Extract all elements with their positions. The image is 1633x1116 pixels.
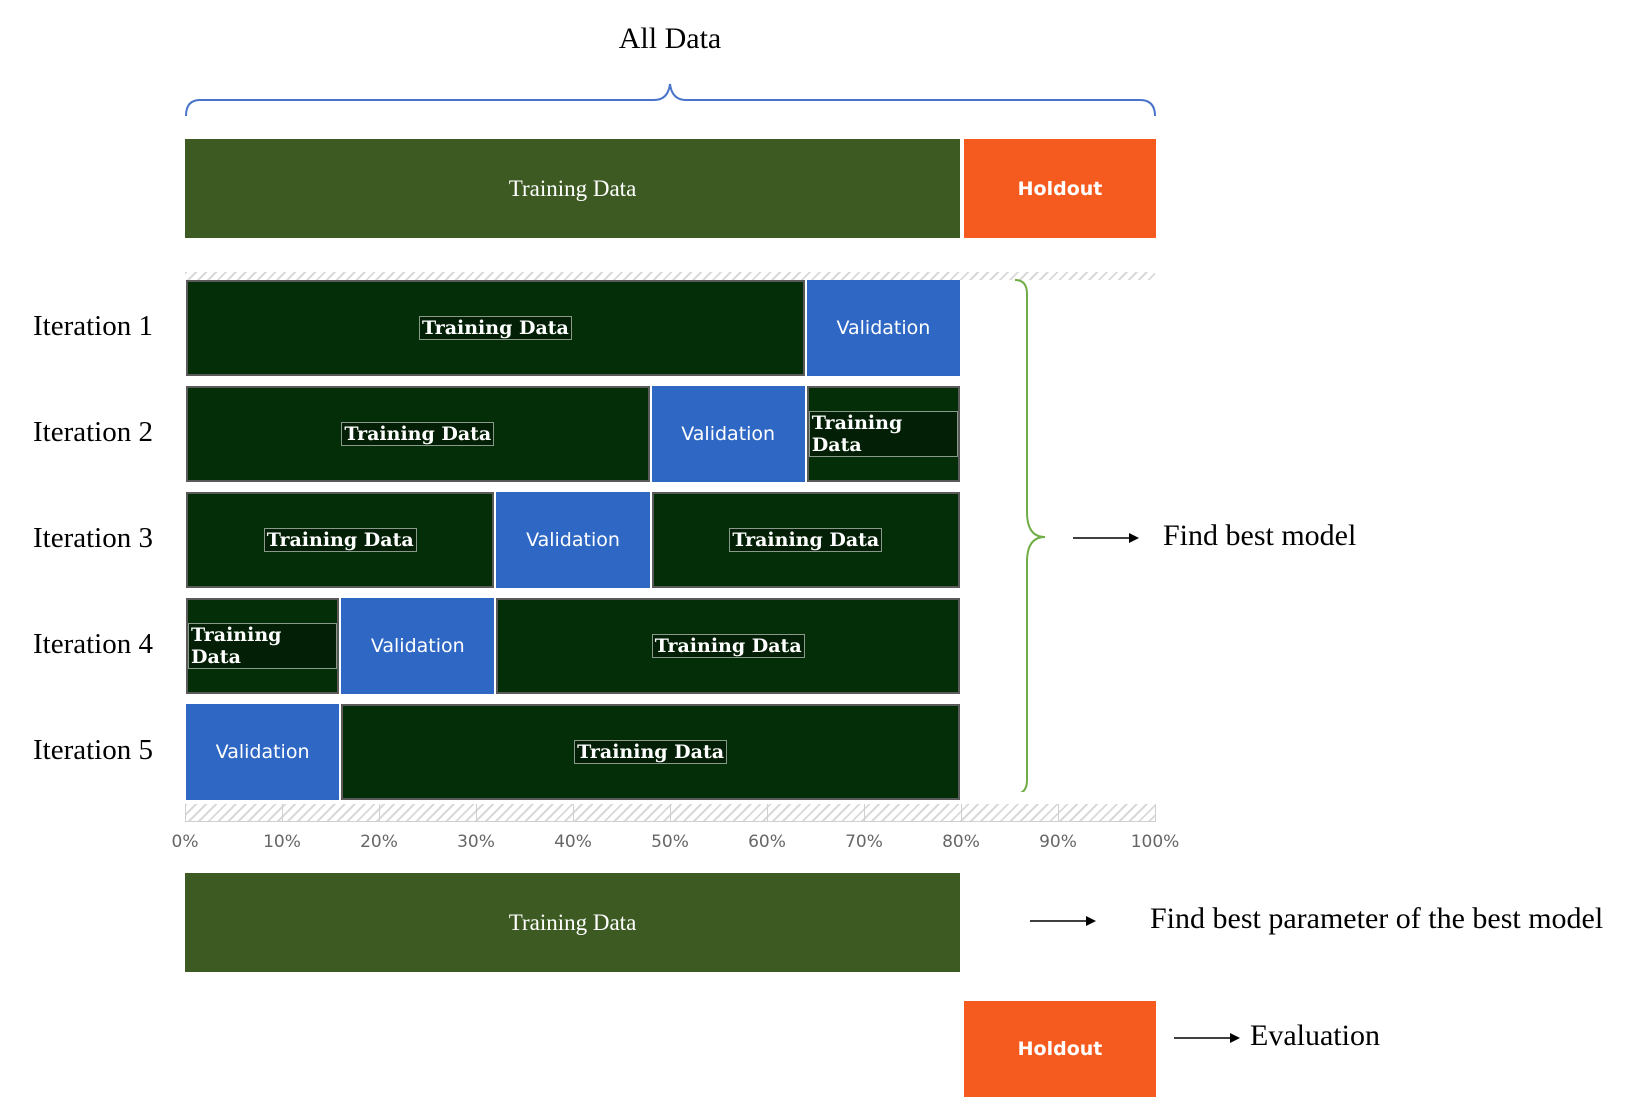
iteration-row: Validation Training Data	[185, 704, 1155, 800]
axis-tick-label: 70%	[845, 832, 883, 852]
top-training-label: Training Data	[508, 175, 637, 201]
iteration-row: Training Data Validation Training Data	[185, 598, 1155, 694]
find-best-model-text: Find best model	[1163, 519, 1357, 552]
iteration-row: Training Data Validation Training Data	[185, 492, 1155, 588]
training-label: Training Data	[341, 422, 495, 446]
axis-tick-mark	[185, 804, 186, 822]
iteration-row: Training Data Validation Training Data	[185, 386, 1155, 482]
validation-label: Validation	[370, 635, 465, 657]
axis-tick-mark	[1155, 804, 1156, 822]
axis-tick-label: 100%	[1130, 832, 1180, 852]
axis-tick-mark	[573, 804, 574, 822]
training-segment: Training Data	[186, 492, 495, 588]
top-holdout-bar: Holdout	[964, 139, 1156, 238]
validation-label: Validation	[526, 529, 620, 551]
top-holdout-label: Holdout	[1017, 177, 1103, 200]
validation-label: Validation	[215, 741, 310, 763]
iteration-label: Iteration 3	[33, 522, 153, 554]
arrow-find-best-model	[1073, 533, 1139, 543]
validation-segment: Validation	[496, 492, 650, 588]
training-segment: Training Data	[186, 280, 805, 376]
iteration-label: Iteration 4	[33, 628, 153, 660]
training-label: Training Data	[808, 411, 958, 457]
axis-tick-label: 80%	[942, 832, 980, 852]
training-label: Training Data	[651, 634, 805, 658]
training-label: Training Data	[729, 528, 883, 552]
iteration-label: Iteration 2	[33, 416, 153, 448]
axis-tick-mark	[1058, 804, 1059, 822]
bottom-holdout-bar: Holdout	[964, 1001, 1156, 1097]
find-best-param-text: Find best parameter of the best model	[1150, 902, 1604, 935]
training-label: Training Data	[263, 528, 417, 552]
training-segment: Training Data	[806, 386, 960, 482]
training-segment: Training Data	[341, 704, 960, 800]
iteration-row: Training Data Validation	[185, 280, 1155, 376]
iteration-label: Iteration 5	[33, 734, 153, 766]
axis-tick-mark	[767, 804, 768, 822]
axis-tick-mark	[670, 804, 671, 822]
axis-tick-mark	[961, 804, 962, 822]
iteration-label: Iteration 1	[33, 310, 153, 342]
evaluation-text: Evaluation	[1250, 1019, 1380, 1052]
iterations-brace	[1014, 279, 1046, 792]
validation-segment: Validation	[186, 704, 340, 800]
axis-tick-label: 10%	[263, 832, 301, 852]
validation-segment: Validation	[806, 280, 960, 376]
axis-tick-label: 40%	[554, 832, 592, 852]
axis-tick-label: 50%	[651, 832, 689, 852]
axis-tick-label: 60%	[748, 832, 786, 852]
validation-segment: Validation	[341, 598, 495, 694]
axis-tick-label: 90%	[1039, 832, 1077, 852]
bottom-holdout-label: Holdout	[1017, 1038, 1103, 1060]
axis-tick-label: 0%	[171, 832, 199, 852]
training-segment: Training Data	[651, 492, 960, 588]
validation-segment: Validation	[651, 386, 805, 482]
training-label: Training Data	[418, 316, 572, 340]
training-segment: Training Data	[496, 598, 960, 694]
bottom-training-label: Training Data	[508, 909, 637, 935]
validation-label: Validation	[836, 317, 931, 339]
all-data-brace	[185, 83, 1156, 117]
training-segment: Training Data	[186, 386, 650, 482]
axis-tick-mark	[864, 804, 865, 822]
axis-tick-mark	[379, 804, 380, 822]
bottom-training-bar: Training Data	[185, 873, 960, 972]
axis-tick-label: 30%	[457, 832, 495, 852]
arrow-find-best-param	[1030, 916, 1096, 926]
all-data-title: All Data	[618, 22, 722, 55]
training-label: Training Data	[574, 740, 728, 764]
axis-tick-mark	[476, 804, 477, 822]
axis-tick-label: 20%	[360, 832, 398, 852]
top-training-bar: Training Data	[185, 139, 960, 238]
axis-tick-mark	[282, 804, 283, 822]
validation-label: Validation	[681, 423, 776, 445]
training-label: Training Data	[188, 623, 338, 669]
training-segment: Training Data	[186, 598, 340, 694]
hatch-top-strip	[185, 272, 1155, 280]
arrow-evaluation	[1174, 1033, 1240, 1043]
